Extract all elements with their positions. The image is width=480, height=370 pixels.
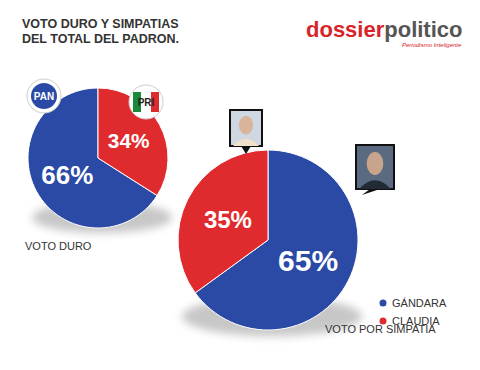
data-label: 65% — [278, 244, 338, 277]
portrait-body — [359, 180, 391, 189]
category-label: PRI — [138, 97, 155, 108]
data-label: 34% — [108, 129, 150, 152]
legend-item: CLAUDIA — [380, 315, 441, 327]
legend-label: CLAUDIA — [392, 315, 440, 327]
emblem-core — [31, 83, 57, 109]
header-title: DEL TOTAL DEL PADRON. — [22, 32, 179, 46]
portrait-face — [367, 152, 384, 175]
legend-swatch — [380, 318, 387, 325]
pie-slice — [98, 88, 168, 196]
portrait — [230, 110, 262, 154]
data-labels: 66% 34% — [41, 129, 149, 190]
logo: dossierpolitico — [306, 17, 462, 42]
chart-root: VOTO DURO Y SIMPATIASDEL TOTAL DEL PADRO… — [0, 0, 480, 370]
data-label: 35% — [204, 206, 252, 233]
legend-swatch — [380, 300, 387, 307]
legend-label: GÁNDARA — [392, 297, 447, 309]
legend-item: GÁNDARA — [380, 297, 448, 309]
data-label: 66% — [41, 160, 93, 190]
category-emblem: PAN — [27, 79, 61, 113]
pie-slices — [178, 150, 358, 330]
category-label: PAN — [34, 91, 54, 102]
portrait — [356, 145, 394, 195]
portrait-pointer — [241, 146, 251, 154]
header-title: VOTO DURO Y SIMPATIAS — [22, 17, 179, 31]
portrait-frame — [356, 145, 394, 189]
chart-title: VOTO DURO — [25, 240, 92, 252]
pie-slice — [178, 150, 268, 293]
legend: GÁNDARA CLAUDIA — [380, 297, 448, 327]
emblem-ring — [27, 79, 61, 113]
logo-tagline: Periodismo Inteligente — [402, 42, 462, 48]
portrait-face — [239, 116, 253, 135]
data-labels: 65% 35% — [204, 206, 338, 277]
emblem-ring — [129, 85, 163, 119]
portrait-body — [233, 139, 259, 146]
logo-part: dossier — [306, 17, 385, 42]
logo-part: politico — [384, 17, 462, 42]
portrait-frame — [230, 110, 262, 146]
category-emblem: PRI — [129, 85, 163, 119]
